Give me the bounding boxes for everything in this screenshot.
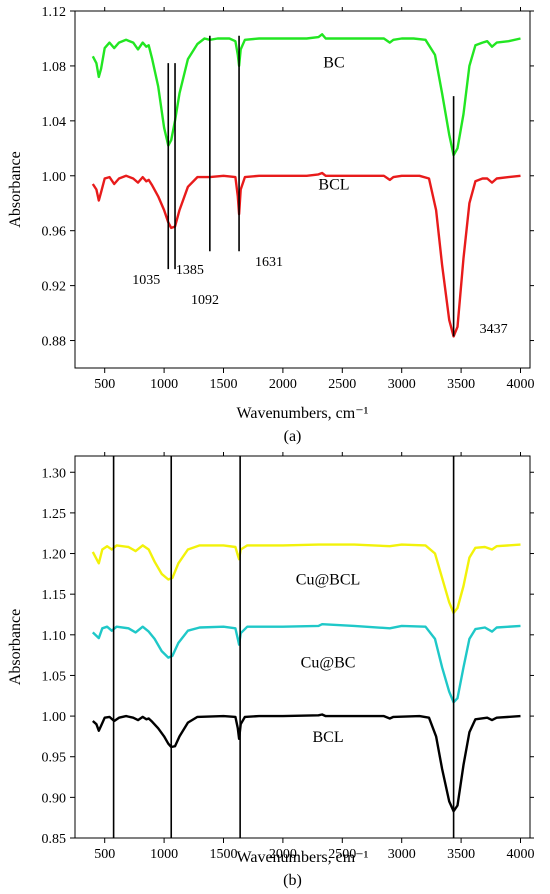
peak-annotation: 1631 bbox=[255, 255, 283, 270]
panel-label: (a) bbox=[284, 428, 302, 445]
x-tick-label: 1500 bbox=[209, 377, 237, 392]
y-tick-label: 0.90 bbox=[42, 791, 67, 806]
y-tick-label: 1.25 bbox=[42, 507, 67, 522]
x-tick-label: 3500 bbox=[447, 847, 475, 862]
y-tick-label: 1.12 bbox=[42, 5, 67, 20]
x-tick-label: 3000 bbox=[388, 847, 416, 862]
series-label: BCL bbox=[318, 177, 349, 194]
x-tick-label: 2500 bbox=[328, 377, 356, 392]
y-tick-label: 0.85 bbox=[42, 832, 67, 847]
x-axis-title: Wavenumbers, cm⁻¹ bbox=[237, 405, 369, 422]
y-tick-label: 0.95 bbox=[42, 751, 67, 766]
y-axis-title: Absorbance bbox=[7, 151, 24, 227]
y-tick-label: 1.20 bbox=[42, 548, 67, 563]
series-line-bcl bbox=[92, 713, 521, 813]
x-tick-label: 500 bbox=[94, 847, 115, 862]
series-label: BC bbox=[323, 54, 344, 71]
panel-label: (b) bbox=[283, 872, 302, 889]
y-tick-label: 1.00 bbox=[42, 710, 67, 725]
series-label: BCL bbox=[312, 729, 343, 746]
peak-annotation: 3437 bbox=[480, 322, 508, 337]
chart-panel-2: 500 1000 1500 2000 2500 3000 3500 4000 0.85 0.90 0… bbox=[7, 452, 534, 889]
chart-panel-1: 500 1000 1500 2000 2500 3000 3500 4000 0.88 0.92 0… bbox=[7, 5, 534, 445]
peak-annotation: 1092 bbox=[191, 293, 219, 308]
x-tick-label: 4000 bbox=[506, 377, 534, 392]
x-tick-label: 2500 bbox=[328, 847, 356, 862]
peak-annotation: 1385 bbox=[176, 263, 204, 278]
y-tick-label: 1.05 bbox=[42, 669, 67, 684]
x-tick-label: 3000 bbox=[388, 377, 416, 392]
series-label: Cu@BC bbox=[301, 654, 356, 671]
plot-frame bbox=[74, 10, 531, 369]
y-tick-label: 1.00 bbox=[42, 170, 67, 185]
x-tick-label: 4000 bbox=[506, 847, 534, 862]
y-tick-label: 1.30 bbox=[42, 466, 67, 481]
series-line-bc bbox=[91, 33, 521, 157]
x-tick-label: 2000 bbox=[269, 377, 297, 392]
series-line-cu-bcl bbox=[91, 543, 521, 615]
y-axis-title: Absorbance bbox=[7, 609, 24, 685]
x-tick-label: 500 bbox=[94, 377, 115, 392]
y-tick-label: 1.15 bbox=[42, 588, 67, 603]
x-tick-label: 1000 bbox=[150, 847, 178, 862]
plot-frame bbox=[74, 455, 531, 839]
x-tick-label: 1500 bbox=[209, 847, 237, 862]
y-tick-label: 1.10 bbox=[42, 629, 67, 644]
y-tick-label: 0.96 bbox=[42, 225, 67, 240]
x-tick-label: 1000 bbox=[150, 377, 178, 392]
x-tick-label: 2000 bbox=[269, 847, 297, 862]
y-tick-label: 0.92 bbox=[42, 280, 67, 295]
series-line-bcl bbox=[91, 171, 521, 338]
peak-annotation: 1035 bbox=[132, 273, 160, 288]
x-tick-label: 3500 bbox=[447, 377, 475, 392]
y-tick-label: 0.88 bbox=[42, 335, 67, 350]
x-axis-title: Wavenumbers, cm⁻¹ bbox=[237, 849, 369, 866]
y-tick-label: 1.04 bbox=[42, 115, 67, 130]
series-label: Cu@BCL bbox=[296, 571, 361, 588]
y-tick-label: 1.08 bbox=[42, 60, 67, 75]
